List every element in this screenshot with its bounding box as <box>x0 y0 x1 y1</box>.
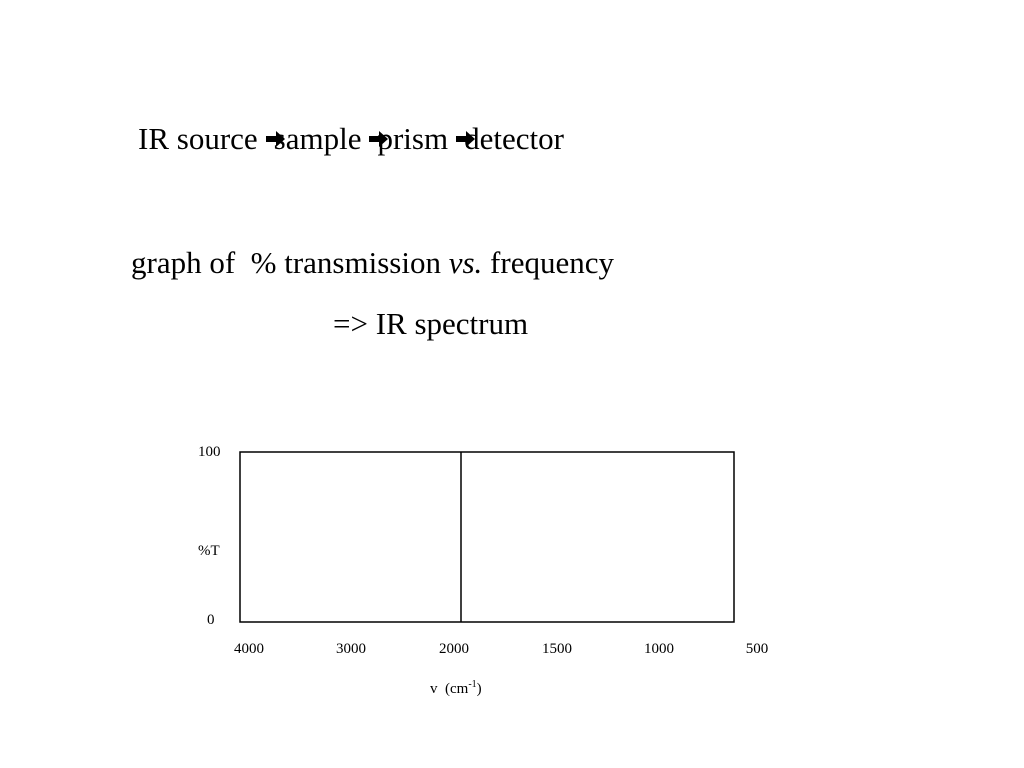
flow-step-ir-source: IR source <box>138 121 258 156</box>
description-result: => IR spectrum <box>333 306 529 341</box>
instrument-flow: IR source sample prism detector <box>138 119 564 159</box>
flow-step-sample: sample <box>273 121 362 156</box>
plot-area-border <box>239 451 735 623</box>
flow-step-prism: prism <box>377 121 449 156</box>
flow-step-detector: detector <box>464 121 564 156</box>
right-arrow-icon <box>369 131 389 147</box>
description-vs: vs. <box>448 245 483 280</box>
x-tick-label: 1500 <box>542 641 572 657</box>
x-axis-label-exponent: -1 <box>468 679 477 690</box>
x-tick-label: 3000 <box>336 641 366 657</box>
x-tick-label: 2000 <box>439 641 469 657</box>
y-tick-bottom: 0 <box>207 612 215 628</box>
y-axis-label: %T <box>198 543 220 559</box>
graph-description: graph of % transmission vs. frequency <box>131 243 614 283</box>
y-tick-top: 100 <box>198 444 221 460</box>
x-tick-label: 4000 <box>234 641 264 657</box>
x-tick-label: 500 <box>745 641 769 657</box>
x-axis-label-base: v (cm <box>430 681 469 697</box>
right-arrow-icon <box>456 131 476 147</box>
x-tick-label: 1000 <box>644 641 674 657</box>
description-prefix: graph of % transmission <box>131 245 449 280</box>
x-axis-label: v (cm-1) <box>430 676 482 698</box>
description-suffix: frequency <box>482 245 614 280</box>
x-axis-label-close: ) <box>476 681 482 697</box>
right-arrow-icon <box>265 131 285 147</box>
